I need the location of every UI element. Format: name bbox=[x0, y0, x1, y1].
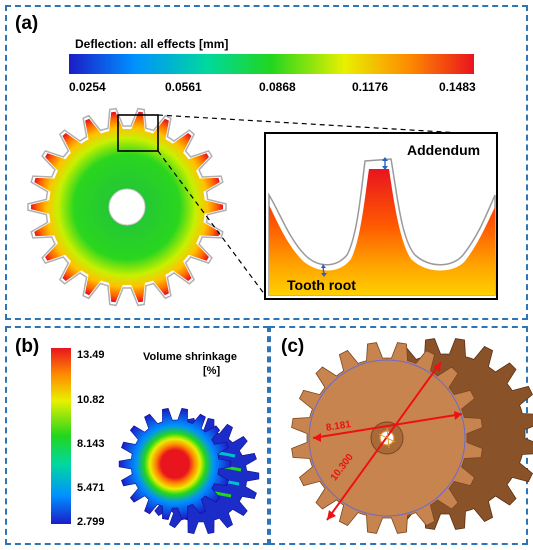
shrinkage-title-line2: [%] bbox=[203, 365, 221, 377]
shrinkage-tick-0: 13.49 bbox=[77, 349, 105, 361]
tooth-root-label: Tooth root bbox=[287, 277, 356, 293]
panel-a-label: (a) bbox=[15, 13, 39, 34]
addendum-label: Addendum bbox=[407, 142, 481, 158]
shrinkage-tick-1: 10.82 bbox=[77, 394, 105, 406]
deflection-tick-2: 0.0868 bbox=[259, 80, 296, 94]
panel-c-label: (c) bbox=[281, 336, 305, 357]
tooth-zoom-inset bbox=[264, 132, 498, 300]
shrinkage-colorbar bbox=[51, 348, 71, 524]
deflection-colorbar-title: Deflection: all effects [mm] bbox=[75, 37, 229, 51]
shrinkage-tick-2: 8.143 bbox=[77, 438, 105, 450]
gear-deflection-plot bbox=[27, 107, 227, 307]
zoom-indicator bbox=[117, 114, 496, 296]
panel-b: (b) 13.49 10.82 8.143 5.471 2.799 Volume… bbox=[5, 326, 269, 545]
deflection-tick-0: 0.0254 bbox=[69, 80, 106, 94]
deflection-tick-4: 0.1483 bbox=[439, 80, 476, 94]
deflection-tick-3: 0.1176 bbox=[352, 80, 389, 94]
gear-3d-model bbox=[291, 338, 533, 534]
deflection-tick-1: 0.0561 bbox=[165, 80, 202, 94]
panel-b-label: (b) bbox=[15, 336, 40, 357]
panel-c: (c) 8.181 10.300 bbox=[269, 326, 533, 545]
panel-a: (a) Deflection: all effects [mm] 0.0254 … bbox=[5, 5, 528, 320]
shrinkage-tick-3: 5.471 bbox=[77, 482, 105, 494]
shrinkage-tick-4: 2.799 bbox=[77, 516, 105, 528]
shrinkage-title-line1: Volume shrinkage bbox=[143, 351, 237, 363]
gear-shrinkage-plot bbox=[118, 408, 260, 534]
deflection-colorbar bbox=[69, 54, 474, 74]
gear-bore bbox=[108, 188, 146, 226]
